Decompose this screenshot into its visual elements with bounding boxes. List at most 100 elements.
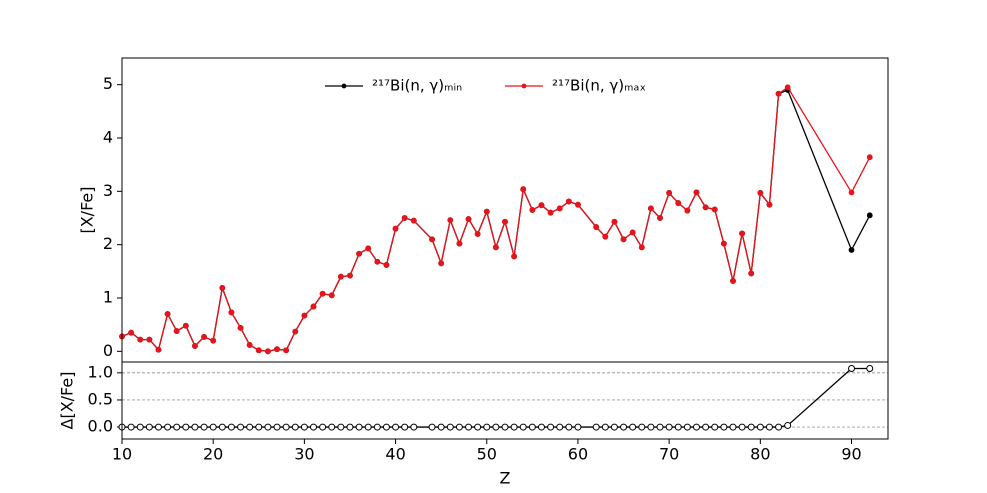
data-point	[364, 423, 372, 431]
data-point	[593, 224, 600, 230]
data-point	[665, 423, 673, 431]
data-point	[410, 423, 418, 431]
data-point	[556, 205, 563, 212]
data-point	[446, 423, 454, 431]
data-point	[756, 423, 764, 431]
data-point	[392, 423, 400, 431]
data-point	[228, 309, 235, 316]
y-tick-label: 2	[103, 234, 113, 253]
data-point	[437, 423, 445, 431]
data-point	[611, 218, 618, 225]
x-tick-label: 40	[385, 445, 405, 464]
data-point	[227, 423, 235, 431]
data-point	[273, 423, 281, 431]
x-tick-label: 30	[294, 445, 314, 464]
legend-label: ²¹⁷Bi(n, γ)ₘᵢₙ	[372, 77, 462, 95]
data-point	[492, 423, 500, 431]
data-point	[392, 225, 399, 232]
y-tick-label: 3	[103, 181, 113, 200]
data-point	[702, 423, 710, 431]
data-point	[301, 312, 308, 319]
data-point	[154, 423, 162, 431]
data-point	[648, 205, 654, 212]
data-point	[410, 217, 417, 224]
data-point	[328, 423, 336, 431]
data-point	[492, 244, 499, 251]
data-point	[775, 90, 782, 97]
data-point	[765, 423, 773, 431]
x-tick-label: 90	[841, 445, 861, 464]
x-tick-label: 80	[750, 445, 770, 464]
data-point	[684, 207, 691, 214]
x-tick-label: 60	[568, 445, 588, 464]
y-tick-label: 0.0	[88, 417, 113, 436]
data-point	[483, 208, 490, 215]
data-point	[602, 233, 609, 240]
data-point	[383, 262, 390, 268]
data-point	[547, 423, 555, 431]
data-point	[191, 423, 199, 431]
data-point	[675, 200, 682, 206]
data-point	[146, 336, 153, 343]
data-point	[775, 423, 783, 431]
data-point	[265, 348, 271, 355]
data-point	[538, 202, 545, 209]
data-point	[656, 423, 664, 431]
data-point	[319, 290, 326, 297]
data-point	[519, 423, 527, 431]
data-point	[219, 284, 226, 291]
series-line	[122, 367, 870, 428]
data-point	[629, 423, 637, 431]
data-point	[237, 324, 244, 331]
data-point	[748, 270, 755, 277]
data-point	[310, 423, 317, 431]
data-point	[620, 423, 628, 431]
data-point	[657, 215, 663, 221]
y-tick-label: 0.5	[88, 389, 113, 408]
data-point	[291, 423, 299, 431]
data-point	[164, 423, 172, 431]
data-point	[638, 423, 646, 431]
data-point	[674, 423, 682, 431]
data-point	[356, 250, 362, 257]
axes-frame	[121, 57, 889, 363]
data-point	[730, 278, 736, 284]
data-point	[292, 328, 299, 335]
data-point	[136, 423, 144, 431]
data-point	[200, 423, 208, 431]
y-axis-label: [X/Fe]	[78, 186, 97, 233]
data-point	[218, 423, 226, 431]
data-point	[428, 423, 436, 431]
data-point	[401, 215, 408, 221]
y-axis-label: Δ[X/Fe]	[58, 372, 77, 430]
data-point	[766, 201, 773, 208]
data-point	[255, 347, 262, 354]
data-point	[483, 423, 491, 431]
data-point	[556, 423, 564, 431]
data-point	[720, 240, 727, 247]
data-point	[246, 342, 253, 348]
data-point	[264, 423, 272, 431]
data-point	[739, 230, 745, 237]
data-point	[438, 260, 445, 267]
data-point	[237, 423, 245, 431]
data-point	[666, 190, 673, 196]
data-point	[447, 217, 454, 224]
y-tick-label: 5	[103, 74, 113, 93]
data-point	[592, 423, 600, 431]
data-point	[300, 423, 308, 431]
data-point	[866, 212, 873, 219]
data-point	[610, 423, 618, 431]
data-point	[693, 423, 700, 431]
data-point	[382, 423, 390, 431]
data-point	[246, 423, 254, 431]
data-point	[209, 423, 217, 431]
legend-label: ²¹⁷Bi(n, γ)ₘₐₓ	[552, 77, 646, 95]
data-point	[210, 337, 217, 344]
data-point	[455, 423, 463, 431]
data-point	[537, 423, 545, 431]
data-point	[255, 423, 263, 431]
data-point	[848, 189, 855, 196]
data-point	[784, 421, 792, 429]
data-point	[319, 423, 327, 431]
